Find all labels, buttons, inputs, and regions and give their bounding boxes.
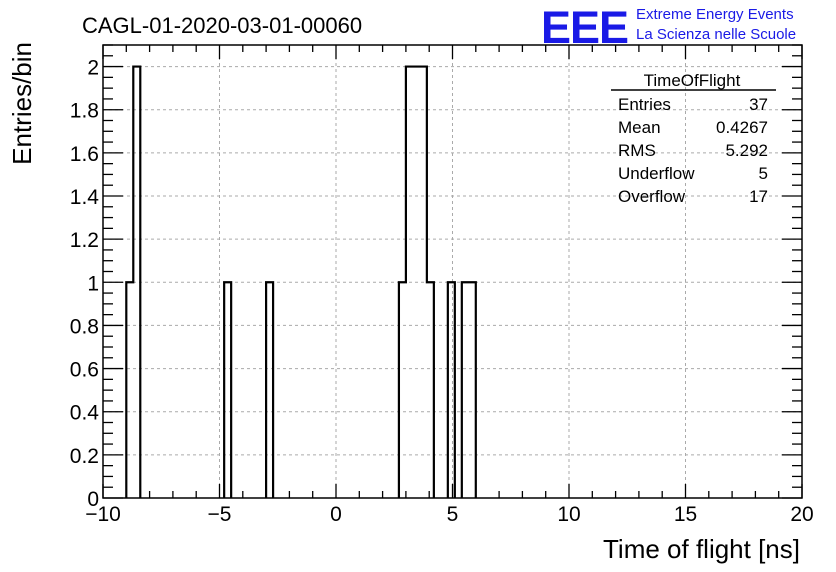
grid-lines	[103, 45, 802, 498]
stats-box-rows: Entries 37 Mean 0.4267 RMS 5.292 Underflow 5 Ove…	[618, 95, 768, 206]
stats-row-label: RMS	[618, 141, 656, 160]
y-tick-label: 1.4	[70, 186, 100, 209]
stats-row-label: Entries	[618, 95, 671, 114]
eee-logo-mark: EEE	[541, 2, 628, 53]
y-tick-label: 2	[87, 57, 99, 80]
eee-logo-line2: La Scienza nelle Scuole	[636, 26, 796, 43]
x-axis-title: Time of flight [ns]	[603, 534, 800, 564]
y-tick-label: 0.8	[70, 315, 99, 338]
x-tick-label: 10	[557, 503, 580, 526]
stats-row-label: Mean	[618, 118, 661, 137]
y-tick-labels: 0 0.2 0.4 0.6 0.8 1 1.2 1.4 1.6 1.8 2	[70, 57, 100, 511]
y-tick-label: 1.8	[70, 100, 99, 123]
y-tick-label: 1.6	[70, 143, 99, 166]
stats-row-label: Underflow	[618, 164, 695, 183]
x-tick-label: 0	[330, 503, 342, 526]
stats-row-value: 37	[749, 95, 768, 114]
x-tick-label: 20	[790, 503, 813, 526]
histogram-bin	[462, 282, 476, 498]
x-tick-label: −5	[208, 503, 232, 526]
y-tick-label: 0.6	[70, 359, 99, 382]
stats-box-title: TimeOfFlight	[644, 71, 741, 90]
y-tick-label: 0.4	[70, 402, 100, 425]
axis-ticks	[102, 44, 803, 499]
stats-row-value: 5.292	[725, 141, 768, 160]
x-tick-label: −10	[85, 503, 121, 526]
x-tick-label: 15	[674, 503, 697, 526]
x-tick-label: 5	[447, 503, 459, 526]
x-tick-labels: −10 −5 0 5 10 15 20	[85, 503, 813, 526]
stats-row-value: 17	[749, 187, 768, 206]
chart-title: CAGL-01-2020-03-01-00060	[82, 13, 362, 38]
stats-row-label: Overflow	[618, 187, 686, 206]
y-axis-title: Entries/bin	[7, 42, 37, 165]
stats-row-value: 0.4267	[716, 118, 768, 137]
y-tick-label: 1.2	[70, 229, 99, 252]
y-tick-label: 1	[87, 272, 99, 295]
y-tick-label: 0	[87, 488, 99, 511]
stats-box: TimeOfFlight Entries 37 Mean 0.4267 RMS 5.292…	[611, 71, 776, 206]
eee-logo: EEE Extreme Energy Events La Scienza nel…	[541, 2, 796, 53]
stats-row-value: 5	[759, 164, 768, 183]
y-tick-label: 0.2	[70, 445, 99, 468]
eee-logo-line1: Extreme Energy Events	[636, 6, 794, 23]
histogram-outline	[125, 65, 477, 498]
